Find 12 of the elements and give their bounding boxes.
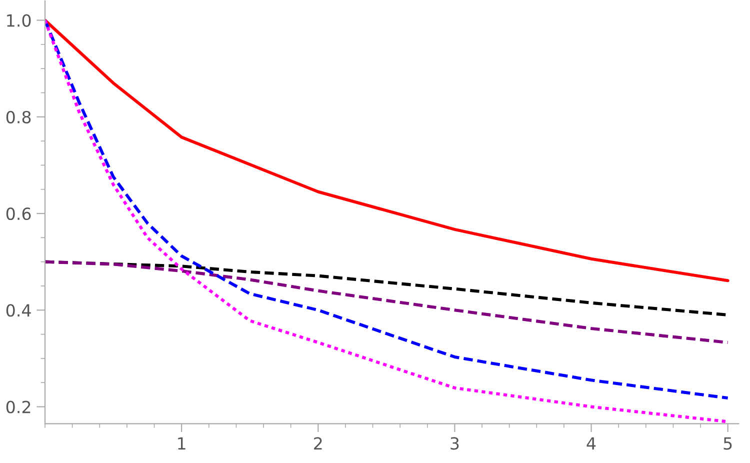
line-series (45, 18, 730, 282)
y-tick-label: 0.4 (6, 304, 31, 317)
x-tick-label: 2 (314, 437, 322, 450)
x-tick-label: 1 (178, 437, 186, 450)
y-tick-label: 1.0 (7, 14, 31, 27)
x-tick-label: 5 (724, 437, 732, 450)
y-tick-label: 0.2 (6, 400, 30, 414)
y-tick-label: 0.6 (6, 207, 31, 220)
y-tick-label: 0.8 (6, 110, 31, 124)
line-series (45, 260, 730, 344)
x-tick-label: 3 (450, 437, 459, 450)
x-tick-label: 4 (586, 437, 596, 450)
